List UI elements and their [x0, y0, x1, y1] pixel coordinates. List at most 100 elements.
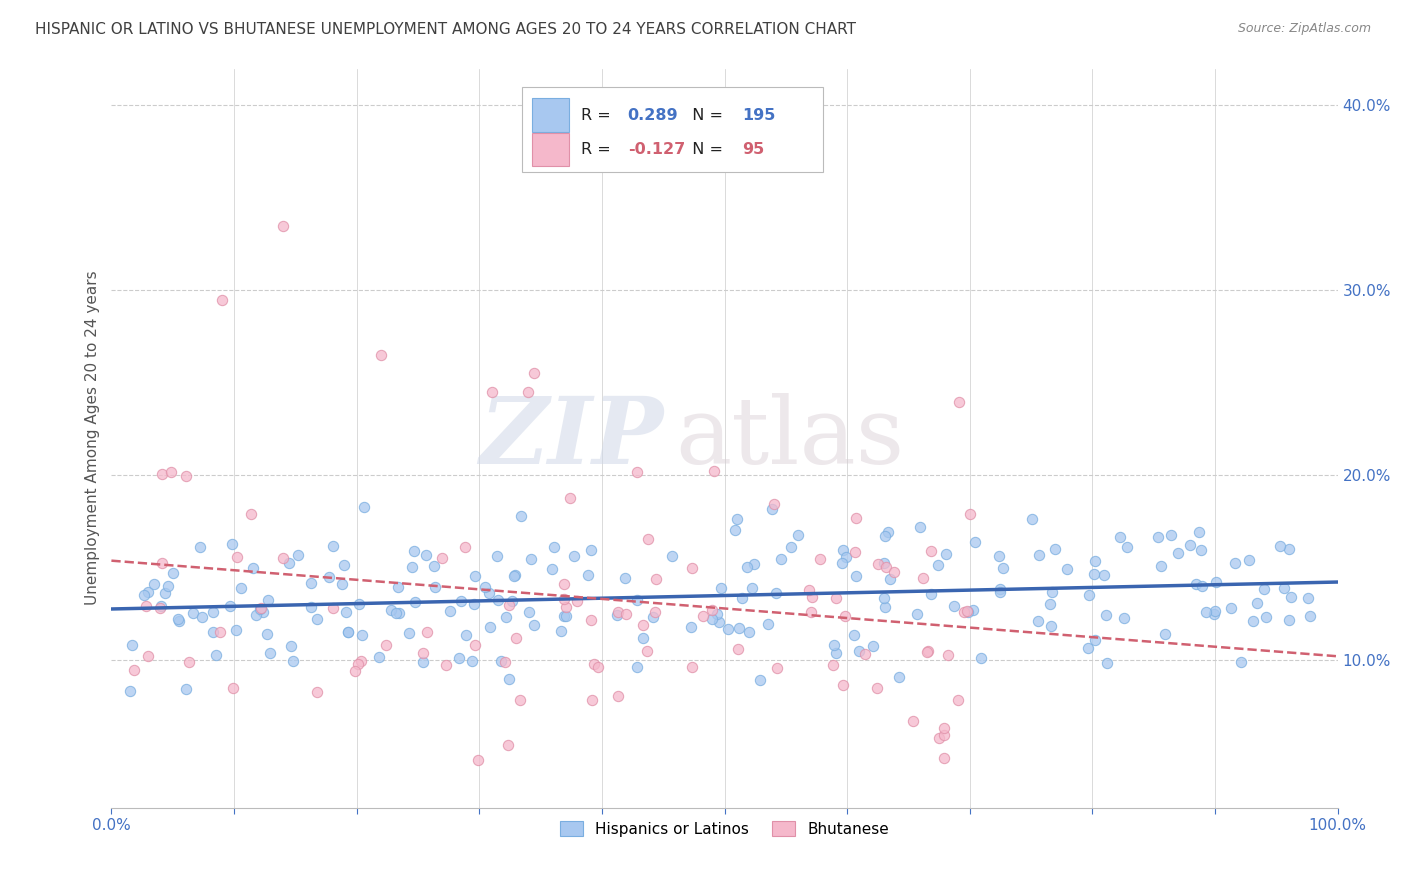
- Point: [553, 577, 575, 591]
- Point: [1188, 525, 1211, 540]
- Point: [242, 561, 264, 575]
- Point: [1204, 604, 1226, 618]
- Point: [927, 558, 949, 572]
- Point: [582, 657, 605, 671]
- Point: [1253, 582, 1275, 596]
- Point: [523, 367, 546, 381]
- Point: [307, 612, 329, 626]
- Point: [1296, 591, 1319, 606]
- Point: [494, 655, 516, 669]
- Point: [352, 627, 374, 641]
- Point: [503, 569, 526, 583]
- Point: [692, 608, 714, 623]
- Point: [167, 612, 190, 626]
- Point: [509, 693, 531, 707]
- Point: [491, 654, 513, 668]
- Point: [423, 580, 446, 594]
- Point: [844, 544, 866, 558]
- Text: 0.289: 0.289: [627, 108, 678, 122]
- Point: [703, 464, 725, 478]
- Point: [1205, 574, 1227, 589]
- Point: [928, 731, 950, 746]
- Point: [1241, 615, 1264, 629]
- Point: [920, 544, 942, 558]
- Point: [911, 571, 934, 585]
- Point: [271, 551, 294, 566]
- Point: [1272, 581, 1295, 595]
- Point: [1270, 539, 1292, 553]
- Point: [948, 395, 970, 409]
- Point: [415, 625, 437, 640]
- Y-axis label: Unemployment Among Ages 20 to 24 years: Unemployment Among Ages 20 to 24 years: [86, 271, 100, 606]
- Point: [873, 529, 896, 543]
- Point: [143, 577, 166, 591]
- Point: [450, 594, 472, 608]
- Point: [702, 603, 724, 617]
- Point: [219, 599, 242, 614]
- Point: [183, 606, 205, 620]
- Point: [626, 592, 648, 607]
- Point: [498, 599, 520, 613]
- Point: [252, 605, 274, 619]
- Point: [385, 606, 408, 620]
- Point: [717, 622, 740, 636]
- Point: [554, 609, 576, 624]
- Point: [824, 646, 846, 660]
- Point: [905, 607, 928, 621]
- Point: [517, 384, 540, 399]
- Point: [901, 714, 924, 728]
- Point: [120, 684, 142, 698]
- Point: [681, 660, 703, 674]
- Point: [661, 549, 683, 564]
- Point: [496, 738, 519, 752]
- Point: [1298, 608, 1320, 623]
- Point: [250, 600, 273, 615]
- Text: R =: R =: [581, 108, 616, 122]
- Point: [725, 512, 748, 526]
- Point: [710, 581, 733, 595]
- Point: [1083, 566, 1105, 581]
- Point: [567, 594, 589, 608]
- Point: [380, 603, 402, 617]
- Point: [831, 678, 853, 692]
- Point: [221, 537, 243, 551]
- Point: [1185, 576, 1208, 591]
- Point: [191, 610, 214, 624]
- Point: [464, 569, 486, 583]
- Point: [188, 541, 211, 555]
- Point: [1160, 528, 1182, 542]
- Text: Source: ZipAtlas.com: Source: ZipAtlas.com: [1237, 22, 1371, 36]
- Point: [287, 549, 309, 563]
- Point: [461, 654, 484, 668]
- Point: [917, 645, 939, 659]
- Point: [645, 572, 668, 586]
- Point: [239, 507, 262, 521]
- Point: [934, 721, 956, 735]
- Point: [412, 646, 434, 660]
- Point: [1256, 610, 1278, 624]
- Point: [299, 575, 322, 590]
- Point: [550, 624, 572, 639]
- Point: [866, 557, 889, 571]
- Point: [132, 588, 155, 602]
- Point: [946, 693, 969, 707]
- Point: [322, 601, 344, 615]
- Point: [150, 557, 173, 571]
- Point: [162, 566, 184, 581]
- Point: [1094, 607, 1116, 622]
- Point: [735, 559, 758, 574]
- Point: [454, 540, 477, 554]
- Point: [988, 582, 1011, 597]
- Point: [606, 605, 628, 619]
- Point: [831, 556, 853, 570]
- Point: [637, 533, 659, 547]
- Point: [873, 599, 896, 614]
- Legend: Hispanics or Latinos, Bhutanese: Hispanics or Latinos, Bhutanese: [553, 814, 897, 845]
- Point: [343, 664, 366, 678]
- Bar: [531, 98, 569, 132]
- Point: [873, 591, 896, 606]
- Text: N =: N =: [682, 143, 728, 157]
- Point: [1195, 605, 1218, 619]
- Text: N =: N =: [682, 108, 728, 122]
- Point: [641, 610, 664, 624]
